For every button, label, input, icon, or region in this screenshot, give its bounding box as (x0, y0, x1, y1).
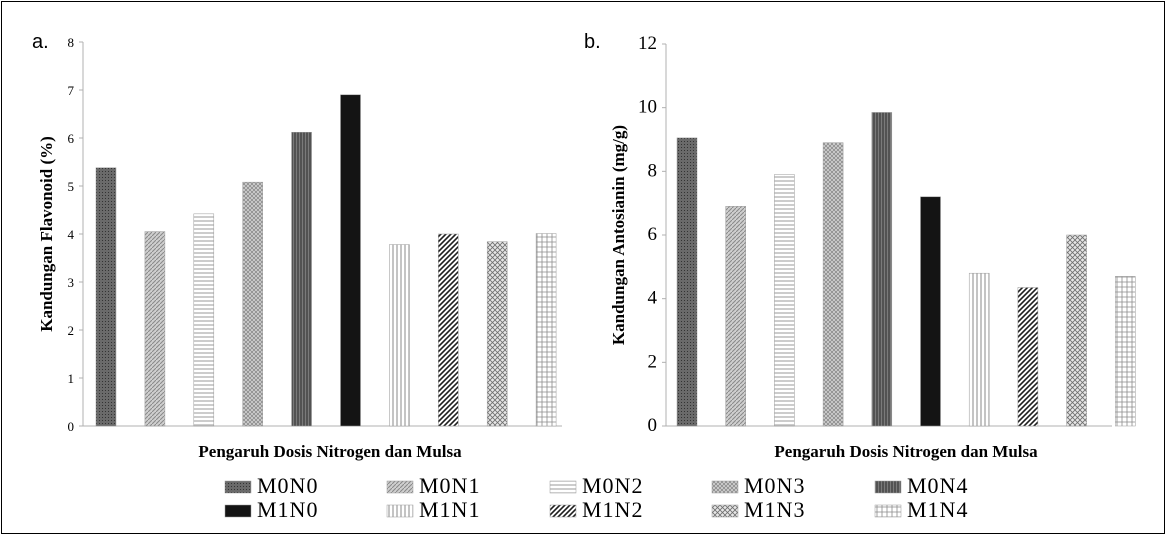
bar-m1n2 (438, 233, 459, 427)
panel-label: a. (32, 31, 49, 53)
y-tick-label: 4 (648, 288, 658, 309)
legend-swatch-m0n2 (549, 480, 577, 494)
y-axis-title: Kandungan Antosianin (mg/g) (609, 125, 628, 345)
legend-label-m1n4: M1N4 (907, 497, 968, 522)
bar-m1n1 (968, 272, 990, 427)
legend-swatch-m1n2 (549, 504, 577, 518)
y-tick-label: 12 (638, 33, 657, 54)
legend-swatch-m1n3 (711, 504, 739, 518)
legend-label-m0n3: M0N3 (744, 473, 805, 498)
y-tick-label: 4 (68, 227, 75, 242)
bar-m0n2 (193, 213, 215, 427)
legend-swatch-m0n3 (711, 480, 739, 494)
legend-label-m0n4: M0N4 (907, 473, 968, 498)
x-axis-title: Pengaruh Dosis Nitrogen dan Mulsa (774, 442, 1038, 461)
y-tick-label: 8 (68, 35, 75, 50)
y-tick-label: 1 (68, 371, 75, 386)
bar-m1n2 (1017, 287, 1039, 427)
bar-m0n0 (676, 137, 698, 427)
bar-m1n4 (1115, 276, 1136, 427)
panel-label: b. (584, 31, 601, 53)
chart-panel-b: 0 2 4 6 8 10 12 b. Kandungan Antosianin (mg/g) Pe… (584, 31, 1136, 461)
legend-swatch-m1n1 (386, 504, 414, 518)
bar-m0n0 (95, 167, 117, 427)
bar-m1n3 (1066, 234, 1087, 427)
legend-swatch-m0n4 (874, 480, 902, 494)
chart-panel-a: 0 1 2 3 4 5 6 7 8 a. Kandungan Flavonoid (%) Pengar… (32, 31, 562, 461)
bar-m0n4 (291, 131, 312, 427)
bar-m0n1 (144, 231, 166, 427)
legend-swatch-m1n0 (224, 504, 252, 518)
y-axis-title: Kandungan Flavonoid (%) (37, 136, 56, 332)
bar-m1n1 (389, 244, 410, 427)
bar-m0n3 (822, 142, 844, 427)
y-tick-label: 10 (638, 97, 657, 118)
bar-m0n4 (871, 112, 893, 427)
bar-m0n3 (242, 181, 263, 427)
y-tick-label: 2 (68, 323, 75, 338)
bar-m0n2 (774, 174, 795, 427)
legend-swatch-m0n1 (386, 480, 414, 494)
y-tick-label: 3 (68, 275, 75, 290)
y-tick-label: 8 (648, 160, 658, 181)
bar-m0n1 (725, 206, 746, 427)
legend-label-m1n2: M1N2 (582, 497, 643, 522)
legend-swatch-m1n4 (874, 504, 902, 518)
y-tick-label: 7 (68, 83, 75, 98)
legend-swatch-m0n0 (224, 480, 252, 494)
y-tick-label: 0 (68, 419, 75, 434)
legend: M0N0 M0N1 M0N2 M0N3 M0N4 M1N0 M1N1 M1N2 M1N3 M1N4 (224, 473, 968, 522)
y-tick-label: 6 (648, 224, 658, 245)
legend-label-m0n2: M0N2 (582, 473, 643, 498)
bar-m1n3 (486, 241, 508, 427)
legend-label-m1n0: M1N0 (257, 497, 318, 522)
bar-m1n0 (920, 196, 941, 427)
y-tick-label: 5 (68, 179, 75, 194)
y-tick-label: 6 (68, 131, 75, 146)
bar-m1n4 (535, 233, 557, 427)
legend-label-m1n3: M1N3 (744, 497, 805, 522)
x-axis-title: Pengaruh Dosis Nitrogen dan Mulsa (198, 442, 462, 461)
legend-label-m1n1: M1N1 (419, 497, 480, 522)
legend-label-m0n1: M0N1 (419, 473, 480, 498)
y-tick-label: 2 (648, 351, 658, 372)
bar-m1n0 (340, 94, 361, 427)
legend-label-m0n0: M0N0 (257, 473, 318, 498)
y-tick-label: 0 (648, 415, 658, 436)
